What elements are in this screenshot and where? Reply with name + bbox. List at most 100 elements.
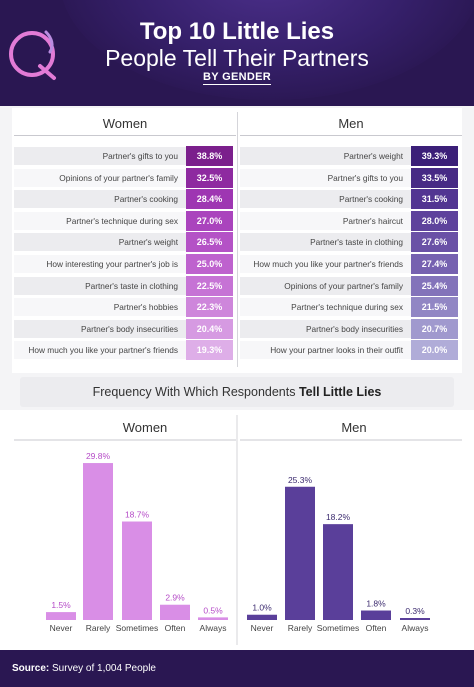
women-lie-value: 25.0% — [186, 254, 233, 274]
men-lie-label: Partner's haircut — [240, 211, 411, 230]
men-lie-row: Opinions of your partner's family 25.4% — [240, 275, 458, 296]
men-lie-value: 31.5% — [411, 189, 458, 210]
men-lie-label: Partner's technique during sex — [240, 298, 411, 317]
women-bar-value-label: 18.7% — [125, 510, 150, 520]
women-lie-label: Partner's weight — [14, 233, 186, 252]
women-lie-label: Partner's cooking — [14, 190, 186, 209]
q-logo-icon — [9, 30, 56, 80]
men-bar-value-label: 1.0% — [252, 603, 272, 613]
page-subtitle: BY GENDER — [203, 71, 271, 85]
men-lie-value: 39.3% — [411, 146, 458, 166]
men-category-label: Often — [366, 623, 387, 633]
women-bar — [122, 521, 152, 620]
frequency-bar-charts: Women 1.5% Never 29.8% Rarely 18.7% Sometimes 2… — [14, 415, 462, 645]
women-lie-value: 22.3% — [186, 297, 233, 318]
women-lie-row: How much you like your partner's friends… — [14, 340, 233, 361]
men-category-label: Never — [251, 623, 274, 633]
men-lie-value: 20.7% — [411, 318, 458, 339]
women-lie-label: Partner's hobbies — [14, 298, 186, 317]
men-chart-title: Men — [341, 420, 366, 435]
women-lie-label: Partner's gifts to you — [14, 147, 186, 165]
men-bar-value-label: 1.8% — [366, 599, 386, 609]
women-category-label: Always — [200, 623, 227, 633]
men-lie-label: Partner's body insecurities — [240, 319, 411, 338]
men-lie-label: Opinions of your partner's family — [240, 276, 411, 295]
women-heading-rule — [14, 135, 236, 136]
men-bar-value-label: 25.3% — [288, 475, 313, 485]
men-heading-rule — [240, 135, 462, 136]
women-lie-label: Partner's technique during sex — [14, 211, 186, 230]
men-lie-row: How your partner looks in their outfit 20… — [240, 340, 458, 361]
women-bar-value-label: 29.8% — [86, 451, 111, 461]
women-lie-value: 32.5% — [186, 167, 233, 188]
women-lie-row: Opinions of your partner's family 32.5% — [14, 167, 233, 188]
men-lie-value: 20.0% — [411, 340, 458, 361]
women-category-label: Never — [50, 623, 73, 633]
footer-source: Source: Survey of 1,004 People — [0, 650, 474, 687]
men-lie-row: Partner's body insecurities 20.7% — [240, 318, 458, 339]
men-lie-row: Partner's technique during sex 21.5% — [240, 297, 458, 318]
men-lie-value: 27.4% — [411, 254, 458, 274]
women-bar-value-label: 1.5% — [51, 600, 71, 610]
women-lie-value: 28.4% — [186, 189, 233, 210]
women-bar — [46, 612, 76, 620]
men-lie-row: Partner's haircut 28.0% — [240, 210, 458, 231]
women-category-label: Rarely — [86, 623, 111, 633]
women-lie-row: Partner's weight 26.5% — [14, 232, 233, 253]
men-lie-label: Partner's gifts to you — [240, 168, 411, 187]
men-lie-row: How much you like your partner's friends… — [240, 254, 458, 274]
women-lie-value: 26.5% — [186, 232, 233, 253]
men-lie-value: 33.5% — [411, 167, 458, 188]
women-bar — [160, 604, 190, 620]
men-bar — [285, 486, 315, 620]
men-category-label: Rarely — [288, 623, 313, 633]
men-category-label: Sometimes — [317, 623, 360, 633]
women-lie-row: Partner's cooking 28.4% — [14, 189, 233, 210]
women-lie-row: How interesting your partner's job is 25.… — [14, 254, 233, 274]
women-bar-value-label: 0.5% — [203, 605, 223, 615]
men-lie-row: Partner's gifts to you 33.5% — [240, 167, 458, 188]
women-lie-value: 22.5% — [186, 275, 233, 296]
column-divider — [237, 112, 238, 367]
frequency-title: Frequency With Which Respondents Tell Li… — [20, 377, 454, 407]
men-bar-value-label: 0.3% — [405, 606, 425, 616]
men-lie-value: 25.4% — [411, 275, 458, 296]
women-lie-label: How much you like your partner's friends — [14, 341, 186, 360]
women-heading: Women — [102, 116, 148, 131]
women-lie-label: Partner's body insecurities — [14, 319, 186, 338]
men-lie-row: Partner's taste in clothing 27.6% — [240, 232, 458, 253]
women-lie-value: 19.3% — [186, 340, 233, 361]
men-lie-value: 27.6% — [411, 232, 458, 253]
women-lie-value: 20.4% — [186, 318, 233, 339]
women-bar — [83, 463, 113, 620]
men-lie-label: How much you like your partner's friends — [240, 255, 411, 273]
women-lie-label: Opinions of your partner's family — [14, 168, 186, 187]
page-title-line1: Top 10 Little Lies — [139, 18, 335, 45]
header: Top 10 Little Lies People Tell Their Par… — [0, 0, 474, 106]
men-bar — [400, 618, 430, 620]
women-bar-value-label: 2.9% — [165, 593, 185, 603]
men-bar — [361, 610, 391, 620]
men-lie-label: Partner's weight — [240, 147, 411, 165]
women-bar — [198, 617, 228, 620]
women-lie-label: Partner's taste in clothing — [14, 276, 186, 295]
men-bar — [247, 614, 277, 620]
women-lie-label: How interesting your partner's job is — [14, 255, 186, 273]
men-lie-value: 28.0% — [411, 210, 458, 231]
women-lie-row: Partner's gifts to you 38.8% — [14, 146, 233, 166]
men-lie-row: Partner's weight 39.3% — [240, 146, 458, 166]
women-lie-row: Partner's taste in clothing 22.5% — [14, 275, 233, 296]
men-lie-label: Partner's taste in clothing — [240, 233, 411, 252]
men-lie-label: Partner's cooking — [240, 190, 411, 209]
women-lie-row: Partner's body insecurities 20.4% — [14, 318, 233, 339]
page-title-line2: People Tell Their Partners — [105, 45, 369, 71]
men-bar — [323, 524, 353, 620]
women-lie-row: Partner's technique during sex 27.0% — [14, 210, 233, 231]
men-bar-value-label: 18.2% — [326, 512, 351, 522]
women-category-label: Often — [165, 623, 186, 633]
women-lie-value: 38.8% — [186, 146, 233, 166]
men-lie-label: How your partner looks in their outfit — [240, 341, 411, 360]
men-category-label: Always — [402, 623, 429, 633]
women-chart-title: Women — [123, 420, 168, 435]
men-heading: Men — [338, 116, 364, 131]
